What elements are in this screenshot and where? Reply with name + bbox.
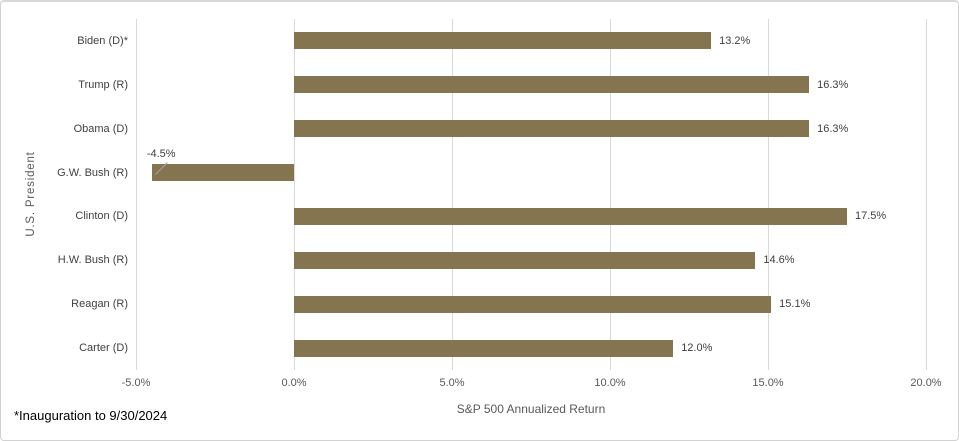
- x-tick-label: 5.0%: [439, 377, 465, 389]
- x-axis-title: S&P 500 Annualized Return: [456, 402, 606, 416]
- category-label: Obama (D): [73, 122, 128, 135]
- value-label: 15.1%: [779, 298, 811, 311]
- x-tick-label: -5.0%: [121, 377, 151, 389]
- gridline: [610, 19, 611, 370]
- category-label: G.W. Bush (R): [57, 166, 128, 179]
- x-tick-label: 20.0%: [910, 377, 942, 389]
- bar: [294, 295, 772, 313]
- bar: [294, 120, 810, 138]
- value-label: -4.5%: [146, 148, 176, 161]
- bar: [294, 339, 674, 357]
- category-label: Biden (D)*: [77, 34, 128, 47]
- value-label: 17.5%: [855, 210, 887, 223]
- gridline: [294, 19, 295, 370]
- x-tick-label: 15.0%: [752, 377, 784, 389]
- value-label: 12.0%: [681, 342, 713, 355]
- bar: [151, 164, 294, 182]
- category-label: H.W. Bush (R): [57, 254, 128, 267]
- x-tick-label: 0.0%: [281, 377, 307, 389]
- bar: [294, 207, 847, 225]
- x-tick-label: 10.0%: [594, 377, 626, 389]
- value-label: 13.2%: [719, 34, 751, 47]
- gridline: [926, 19, 927, 370]
- footnote: *Inauguration to 9/30/2024: [14, 408, 168, 423]
- bar: [294, 251, 756, 269]
- value-label: 16.3%: [817, 78, 849, 91]
- value-label: 14.6%: [763, 254, 795, 267]
- bar: [294, 76, 810, 94]
- bar: [294, 32, 712, 50]
- gridline: [768, 19, 769, 370]
- value-label: 16.3%: [817, 122, 849, 135]
- category-label: Carter (D): [79, 342, 128, 355]
- gridline: [136, 19, 137, 370]
- y-axis-title: U.S. President: [25, 151, 37, 237]
- category-label: Reagan (R): [71, 298, 128, 311]
- category-label: Trump (R): [78, 78, 128, 91]
- gridline: [452, 19, 453, 370]
- category-label: Clinton (D): [75, 210, 128, 223]
